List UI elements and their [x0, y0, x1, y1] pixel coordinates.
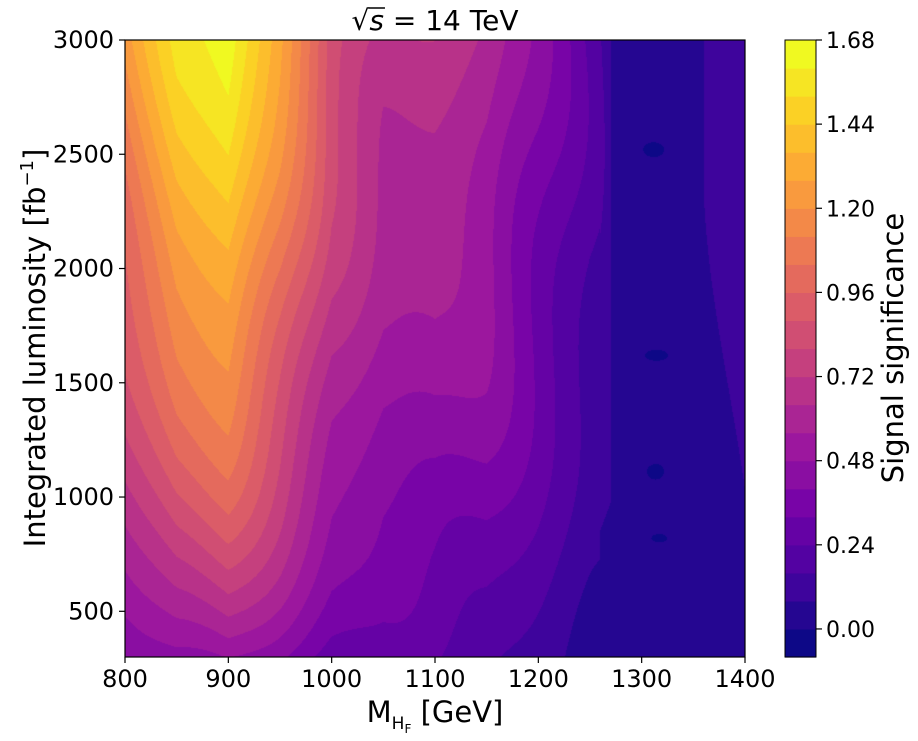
colorbar-band: [785, 152, 816, 181]
colorbar-band: [785, 544, 816, 574]
x-axis-label: MHF [GeV]: [367, 695, 504, 736]
x-tick-label: 1300: [611, 665, 672, 693]
colorbar-band: [785, 460, 816, 490]
y-axis-label: Integrated luminosity [fb−1]: [17, 149, 52, 548]
colorbar-band: [785, 376, 816, 406]
colorbar-tick-label: 0.72: [826, 366, 875, 391]
colorbar-tick-label: 1.20: [826, 197, 875, 222]
x-tick-label: 800: [102, 665, 148, 693]
colorbar-band: [785, 488, 816, 518]
chart-title: √s = 14 TeV: [352, 4, 519, 37]
y-tick-label: 2500: [53, 140, 114, 168]
colorbar-band: [785, 292, 816, 322]
colorbar-band: [785, 600, 816, 630]
colorbar-band: [785, 40, 816, 69]
colorbar-bands: [785, 40, 816, 658]
x-tick-label: 900: [205, 665, 251, 693]
contour-plot-area: [125, 40, 745, 657]
x-axis-ticks: 800 900 1000 1100 1200 1300 1400: [102, 657, 776, 693]
colorbar-band: [785, 516, 816, 546]
colorbar-tick-label: 0.24: [826, 534, 875, 559]
y-tick-label: 3000: [53, 26, 114, 54]
colorbar-tick-label: 1.44: [826, 113, 875, 138]
y-tick-label: 1000: [53, 483, 114, 511]
y-tick-label: 500: [68, 597, 114, 625]
contour-fill: [125, 40, 745, 657]
colorbar-band: [785, 432, 816, 462]
colorbar-band: [785, 572, 816, 602]
y-tick-label: 1500: [53, 369, 114, 397]
colorbar-band: [785, 320, 816, 350]
colorbar-band: [785, 180, 816, 209]
colorbar-ticks: 0.00 0.24 0.48 0.72 0.96 1.20 1.44 1.68: [816, 29, 875, 643]
x-tick-label: 1400: [714, 665, 775, 693]
colorbar-label: Signal significance: [876, 213, 910, 483]
colorbar-frame: [784, 39, 817, 658]
colorbar-band: [785, 96, 816, 125]
y-axis-ticks: 500 1000 1500 2000 2500 3000: [53, 26, 125, 625]
colorbar-tick-label: 0.00: [826, 618, 875, 643]
colorbar-band: [785, 628, 816, 658]
colorbar-tick-label: 0.48: [826, 450, 875, 475]
colorbar-band: [785, 404, 816, 434]
colorbar-band: [785, 124, 816, 153]
y-tick-label: 2000: [53, 255, 114, 283]
colorbar-band: [785, 68, 816, 97]
colorbar-band: [785, 236, 816, 265]
colorbar-band: [785, 348, 816, 378]
colorbar-tick-label: 1.68: [826, 29, 875, 54]
x-tick-label: 1100: [404, 665, 465, 693]
colorbar-tick-label: 0.96: [826, 281, 875, 306]
colorbar: 0.00 0.24 0.48 0.72 0.96 1.20 1.44 1.68: [784, 29, 875, 658]
colorbar-band: [785, 208, 816, 237]
x-tick-label: 1000: [301, 665, 362, 693]
colorbar-band: [785, 264, 816, 294]
svg-text:√s = 14 TeV: √s = 14 TeV: [352, 4, 519, 37]
x-tick-label: 1200: [508, 665, 569, 693]
